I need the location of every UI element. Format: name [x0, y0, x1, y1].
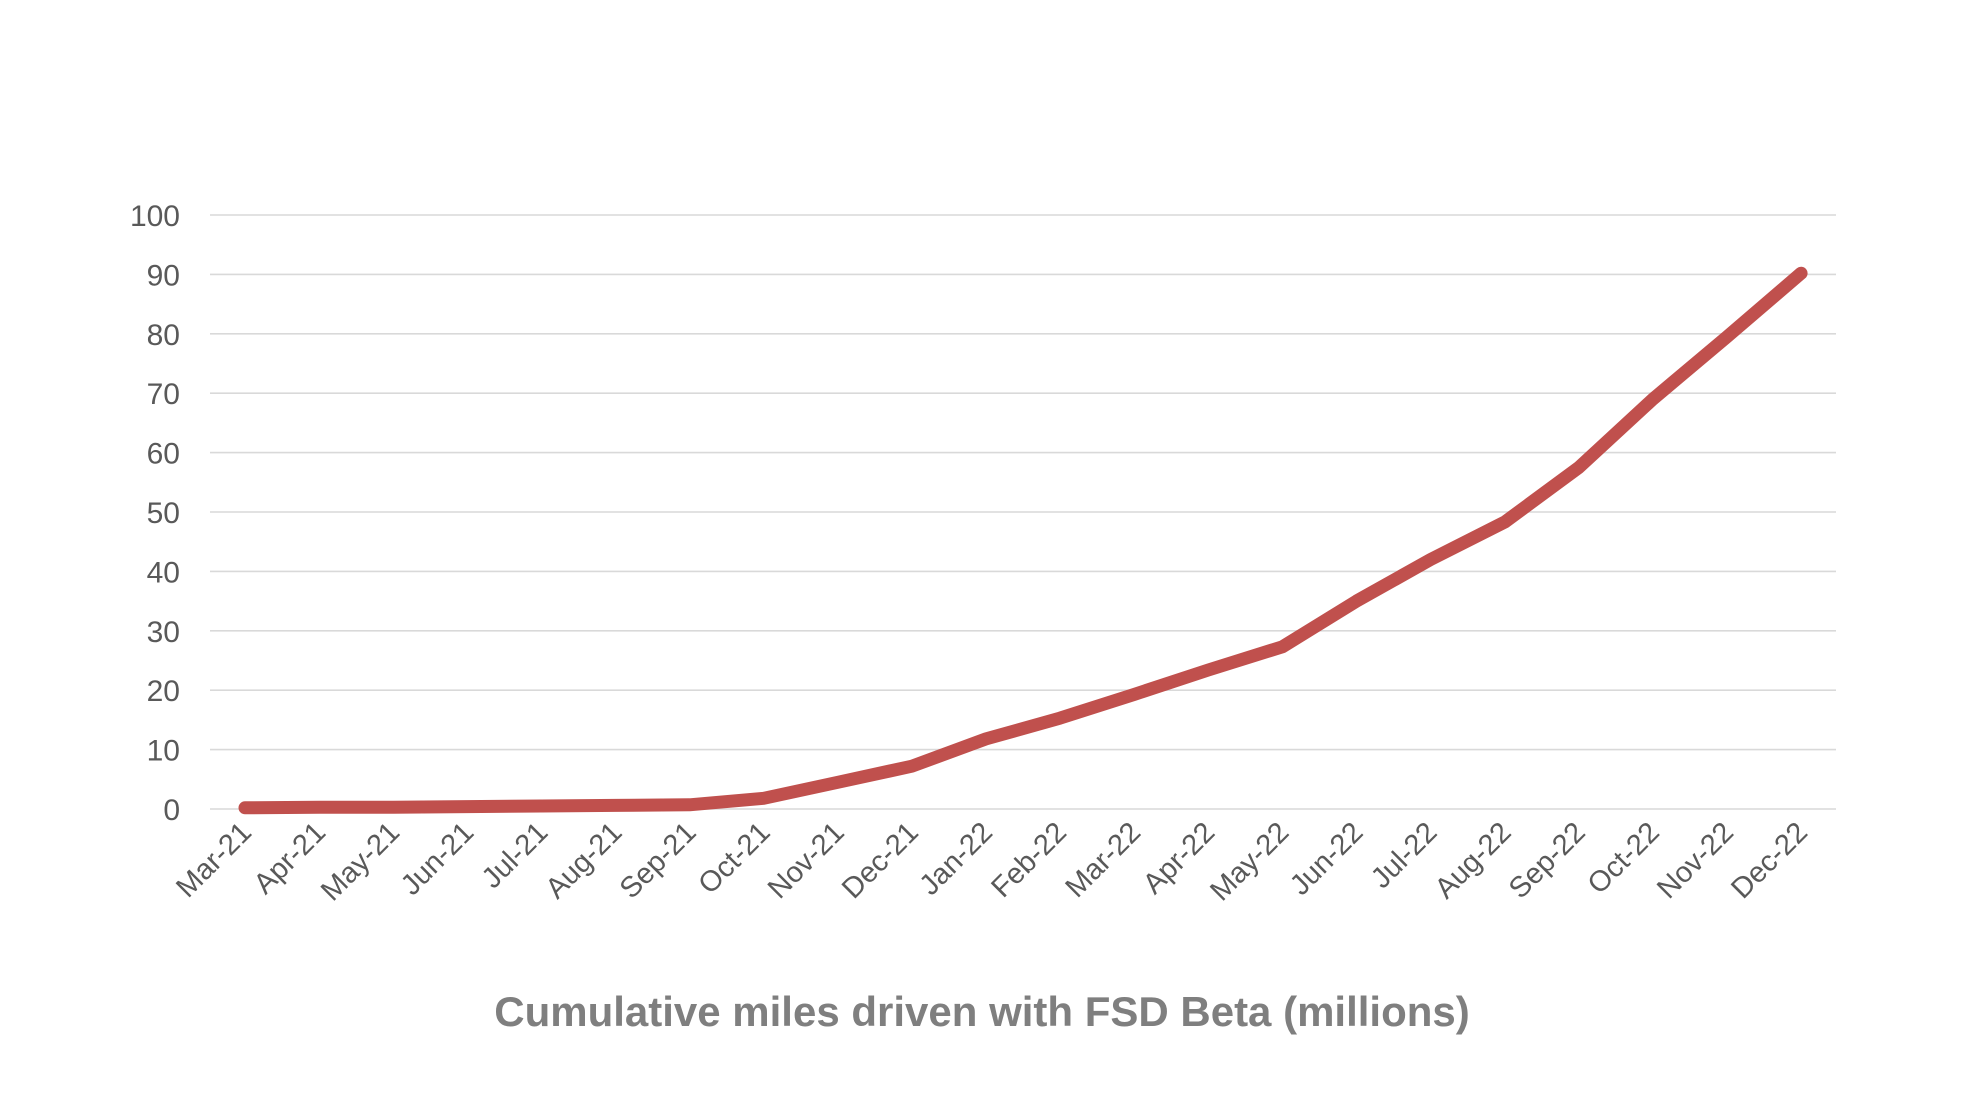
x-tick-label: Sep-21	[614, 816, 703, 905]
y-tick-label: 100	[130, 200, 180, 233]
x-tick-label: Oct-22	[1582, 816, 1666, 900]
series-line-0	[238, 266, 1808, 815]
x-tick-label: Aug-21	[540, 816, 629, 905]
y-axis-tick-labels: 0 10 20 30 40 50 60 70 80 90 100	[130, 200, 180, 827]
gridlines	[210, 214, 1836, 810]
y-tick-label: 0	[163, 794, 180, 827]
y-tick-label: 40	[147, 556, 180, 589]
y-tick-label: 80	[147, 319, 180, 352]
x-tick-label: Nov-21	[762, 816, 851, 905]
y-tick-label: 30	[147, 616, 180, 649]
x-tick-label: Aug-22	[1429, 816, 1518, 905]
x-tick-label: Feb-22	[985, 816, 1073, 904]
chart-title: Cumulative miles driven with FSD Beta (m…	[494, 988, 1470, 1035]
x-tick-label: Jan-22	[914, 816, 999, 901]
x-tick-label: Jun-21	[395, 816, 480, 901]
x-tick-label: Jun-22	[1284, 816, 1369, 901]
x-tick-label: Mar-22	[1060, 816, 1148, 904]
x-tick-label: May-21	[315, 816, 406, 907]
x-axis-tick-labels: Mar-21Apr-21May-21Jun-21Jul-21Aug-21Sep-…	[170, 816, 1814, 907]
y-tick-label: 20	[147, 675, 180, 708]
y-tick-label: 70	[147, 378, 180, 411]
y-tick-label: 50	[147, 497, 180, 530]
x-tick-label: Dec-21	[836, 816, 925, 905]
series-layer	[238, 266, 1808, 815]
y-tick-label: 60	[147, 438, 180, 471]
x-tick-label: Dec-22	[1725, 816, 1814, 905]
x-tick-label: May-22	[1204, 816, 1295, 907]
y-tick-label: 90	[147, 259, 180, 292]
x-tick-label: Oct-21	[692, 816, 776, 900]
x-tick-label: Mar-21	[170, 816, 258, 904]
x-tick-label: Sep-22	[1503, 816, 1592, 905]
x-tick-label: Nov-22	[1651, 816, 1740, 905]
y-tick-label: 10	[147, 735, 180, 768]
